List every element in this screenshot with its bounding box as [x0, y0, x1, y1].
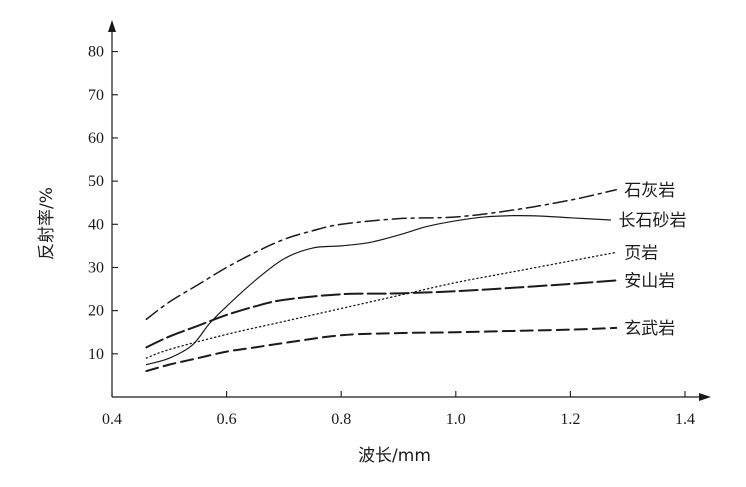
- series-line-3: [145, 251, 617, 359]
- x-tick-label: 0.8: [331, 411, 351, 428]
- series-label-1: 石灰岩: [624, 181, 675, 201]
- series-label-5: 玄武岩: [624, 319, 675, 339]
- series-group: [145, 189, 618, 373]
- series-label-4: 安山岩: [624, 271, 675, 291]
- series-line-4: [145, 279, 618, 349]
- y-tick-label: 40: [88, 216, 104, 233]
- y-tick-label: 70: [88, 87, 104, 104]
- x-tick-label: 1.0: [446, 411, 466, 428]
- y-tick-label: 20: [88, 303, 104, 320]
- series-label-3: 页岩: [624, 243, 658, 263]
- y-axis-arrow: [108, 20, 116, 32]
- y-tick-label: 50: [88, 173, 104, 190]
- axes: 10 20 30 40 50 60 70 80 0.4 0.6 0.8 1.0 1.2 1.4: [88, 20, 711, 428]
- series-line-1: [145, 189, 617, 321]
- series-label-2: 长石砂岩: [619, 211, 687, 231]
- x-tick-label: 0.6: [217, 411, 237, 428]
- x-axis-title: 波长/mm: [358, 446, 431, 466]
- x-axis-arrow: [699, 393, 711, 401]
- y-tick-label: 80: [88, 44, 104, 61]
- y-tick-label: 60: [88, 130, 104, 147]
- x-tick-label: 1.4: [675, 411, 695, 428]
- y-tick-label: 30: [88, 259, 104, 276]
- y-axis-title: 反射率/%: [37, 187, 57, 260]
- x-tick-label: 0.4: [102, 411, 122, 428]
- x-tick-label: 1.2: [560, 411, 580, 428]
- y-tick-label: 10: [88, 346, 104, 363]
- series-line-5: [145, 326, 618, 373]
- series-line-2: [145, 215, 612, 366]
